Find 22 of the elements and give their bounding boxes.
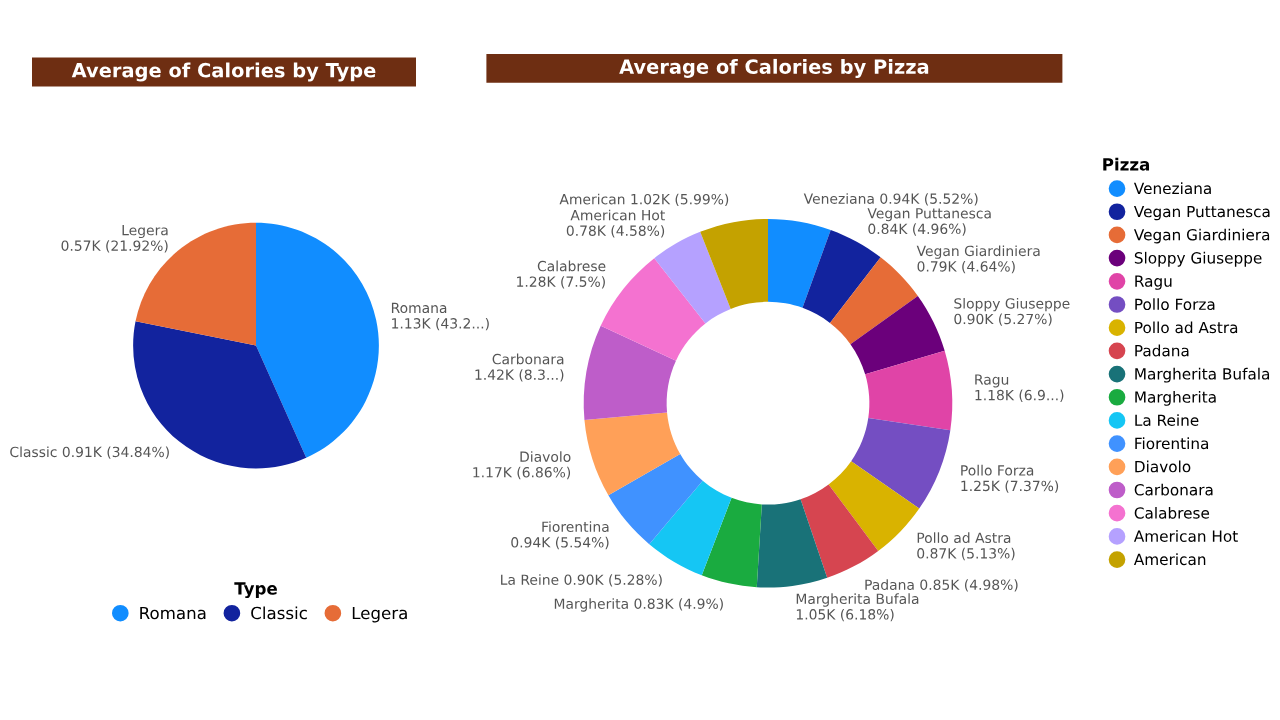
chart-title: Average of Calories by Type xyxy=(71,62,376,82)
donut-slice xyxy=(700,218,768,309)
donut-slice xyxy=(829,257,918,345)
pie-slice xyxy=(256,222,379,458)
donut-slice xyxy=(800,484,879,578)
donut-slice xyxy=(701,497,762,588)
legend-label: Classic xyxy=(251,606,307,620)
donut-slice xyxy=(649,480,732,576)
donut-slice xyxy=(583,325,676,421)
donut-slice xyxy=(865,350,953,431)
donut-slice xyxy=(850,295,945,375)
legend-title: Type xyxy=(234,582,277,599)
legend-label: Romana xyxy=(140,606,206,620)
chart-title: Average of Calories by Pizza xyxy=(619,58,929,78)
donut-slice xyxy=(756,499,828,588)
donut-slice xyxy=(608,453,703,545)
donut-slice xyxy=(828,461,920,551)
donut-slice xyxy=(584,412,681,496)
donut-slice xyxy=(851,418,951,509)
legend-label: Legera xyxy=(352,606,407,623)
donut-slice xyxy=(768,218,831,308)
legend-title: Pizza xyxy=(1103,157,1150,171)
